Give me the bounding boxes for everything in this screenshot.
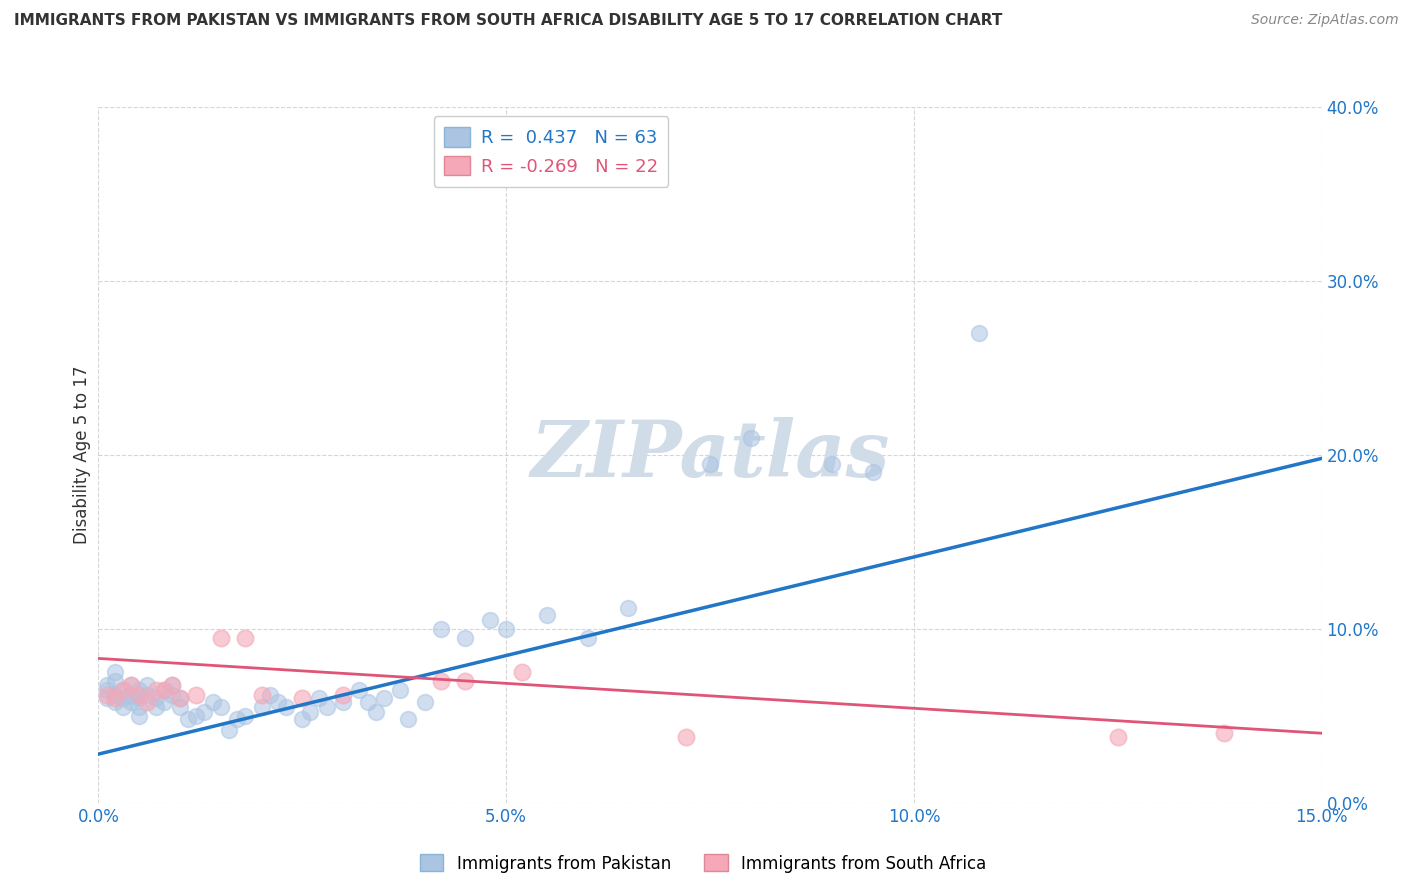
Point (96, 688, 118, 702)
Point (209, 631, 232, 645)
Point (136, 677, 159, 691)
Point (699, 457, 721, 471)
Point (104, 688, 127, 702)
Point (120, 677, 142, 691)
Point (250, 700, 273, 714)
Point (430, 674, 453, 689)
Point (201, 695, 224, 709)
Point (454, 631, 477, 645)
Legend: R =  0.437   N = 63, R = -0.269   N = 22: R = 0.437 N = 63, R = -0.269 N = 22 (433, 116, 668, 186)
Point (193, 706, 215, 720)
Point (512, 665, 534, 680)
Point (186, 688, 208, 702)
Point (145, 700, 167, 714)
Point (373, 691, 395, 706)
Point (675, 730, 697, 744)
Point (169, 691, 191, 706)
Point (967, 326, 990, 340)
Point (233, 631, 256, 645)
Point (152, 682, 174, 697)
Point (177, 712, 200, 726)
Point (120, 688, 142, 702)
Point (536, 607, 558, 622)
Point (111, 682, 134, 697)
Point (104, 695, 127, 709)
Point (160, 677, 183, 691)
Point (152, 682, 174, 697)
Text: ZIPatlas: ZIPatlas (530, 417, 890, 493)
Point (145, 691, 167, 706)
Point (364, 706, 387, 720)
Point (160, 677, 183, 691)
Point (862, 466, 884, 480)
Point (111, 691, 134, 706)
Point (128, 708, 150, 723)
Y-axis label: Disability Age 5 to 17: Disability Age 5 to 17 (73, 366, 91, 544)
Point (120, 677, 142, 691)
Point (250, 688, 273, 702)
Point (332, 688, 354, 702)
Point (396, 712, 419, 726)
Point (259, 688, 281, 702)
Point (1212, 726, 1234, 740)
Point (389, 682, 412, 697)
Point (128, 700, 150, 714)
Point (274, 700, 297, 714)
Point (218, 723, 240, 737)
Point (96, 677, 118, 691)
Point (136, 695, 159, 709)
Point (430, 622, 453, 636)
Point (104, 691, 127, 706)
Point (299, 706, 322, 720)
Point (356, 695, 378, 709)
Point (104, 665, 127, 680)
Point (821, 457, 844, 471)
Legend: Immigrants from Pakistan, Immigrants from South Africa: Immigrants from Pakistan, Immigrants fro… (413, 847, 993, 880)
Point (111, 682, 134, 697)
Point (308, 691, 330, 706)
Point (576, 631, 599, 645)
Point (152, 695, 174, 709)
Point (332, 695, 354, 709)
Point (169, 700, 191, 714)
Point (145, 682, 167, 697)
Point (96, 682, 118, 697)
Point (495, 622, 517, 636)
Point (291, 712, 314, 726)
Point (267, 695, 290, 709)
Point (169, 691, 191, 706)
Point (740, 431, 762, 445)
Point (160, 688, 183, 702)
Point (96, 691, 118, 706)
Point (413, 695, 436, 709)
Point (128, 682, 150, 697)
Point (315, 700, 337, 714)
Point (233, 708, 256, 723)
Point (1107, 730, 1129, 744)
Point (128, 691, 150, 706)
Point (349, 682, 371, 697)
Point (104, 674, 127, 689)
Point (226, 712, 249, 726)
Point (111, 700, 134, 714)
Point (128, 688, 150, 702)
Point (186, 708, 208, 723)
Point (136, 688, 159, 702)
Point (209, 700, 232, 714)
Point (120, 695, 142, 709)
Point (454, 674, 477, 689)
Point (617, 601, 640, 615)
Point (291, 691, 314, 706)
Text: Source: ZipAtlas.com: Source: ZipAtlas.com (1251, 13, 1399, 28)
Point (478, 613, 501, 627)
Text: IMMIGRANTS FROM PAKISTAN VS IMMIGRANTS FROM SOUTH AFRICA DISABILITY AGE 5 TO 17 : IMMIGRANTS FROM PAKISTAN VS IMMIGRANTS F… (14, 13, 1002, 29)
